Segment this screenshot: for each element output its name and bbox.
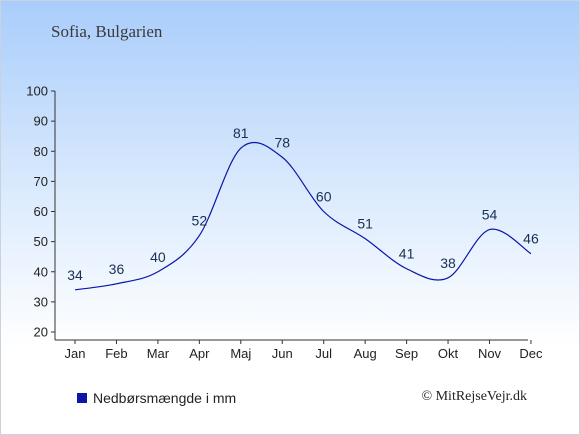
data-label: 41 bbox=[399, 246, 415, 262]
x-tick-label: Jun bbox=[272, 346, 293, 361]
y-tick-label: 70 bbox=[34, 174, 48, 189]
chart-title: Sofia, Bulgarien bbox=[51, 22, 163, 41]
data-label: 40 bbox=[150, 249, 166, 265]
x-tick-label: Aug bbox=[354, 346, 377, 361]
y-tick-label: 30 bbox=[34, 294, 48, 309]
y-tick-label: 60 bbox=[34, 204, 48, 219]
x-tick-label: Maj bbox=[230, 346, 251, 361]
y-tick-label: 100 bbox=[26, 84, 48, 99]
data-label: 54 bbox=[482, 207, 498, 223]
legend-label: Nedbørsmængde i mm bbox=[93, 390, 237, 406]
legend-swatch-icon bbox=[77, 393, 87, 403]
x-tick-label: Sep bbox=[395, 346, 418, 361]
data-label: 38 bbox=[440, 255, 456, 271]
y-tick-label: 20 bbox=[34, 325, 48, 340]
y-tick-label: 80 bbox=[34, 144, 48, 159]
credit-text: © MitRejseVejr.dk bbox=[421, 389, 527, 404]
x-axis-ticks: Jan Feb Mar Apr Maj Jun Jul Aug Sep Okt Nov Dec bbox=[65, 340, 543, 361]
data-label: 78 bbox=[274, 134, 290, 150]
x-tick-label: Jul bbox=[315, 346, 332, 361]
x-tick-label: Nov bbox=[478, 346, 502, 361]
x-tick-label: Apr bbox=[189, 346, 210, 361]
axes bbox=[54, 91, 528, 341]
data-label: 46 bbox=[523, 231, 539, 247]
x-tick-label: Okt bbox=[438, 346, 459, 361]
y-axis-ticks: 20 30 40 50 60 70 80 90 100 bbox=[26, 84, 55, 340]
data-labels: 34 36 40 52 81 78 60 51 41 38 54 46 bbox=[67, 125, 539, 283]
x-tick-label: Feb bbox=[105, 346, 127, 361]
data-label: 36 bbox=[109, 261, 125, 277]
y-tick-label: 50 bbox=[34, 234, 48, 249]
data-label: 60 bbox=[316, 189, 332, 205]
data-label: 34 bbox=[67, 267, 83, 283]
legend: Nedbørsmængde i mm bbox=[77, 390, 236, 406]
x-tick-label: Dec bbox=[519, 346, 543, 361]
precipitation-line bbox=[74, 141, 532, 291]
data-label: 51 bbox=[357, 216, 373, 232]
data-label: 52 bbox=[192, 213, 208, 229]
y-tick-label: 40 bbox=[34, 264, 48, 279]
data-label: 81 bbox=[233, 125, 249, 141]
x-tick-label: Jan bbox=[65, 346, 86, 361]
y-tick-label: 90 bbox=[34, 114, 48, 129]
x-tick-label: Mar bbox=[147, 346, 170, 361]
